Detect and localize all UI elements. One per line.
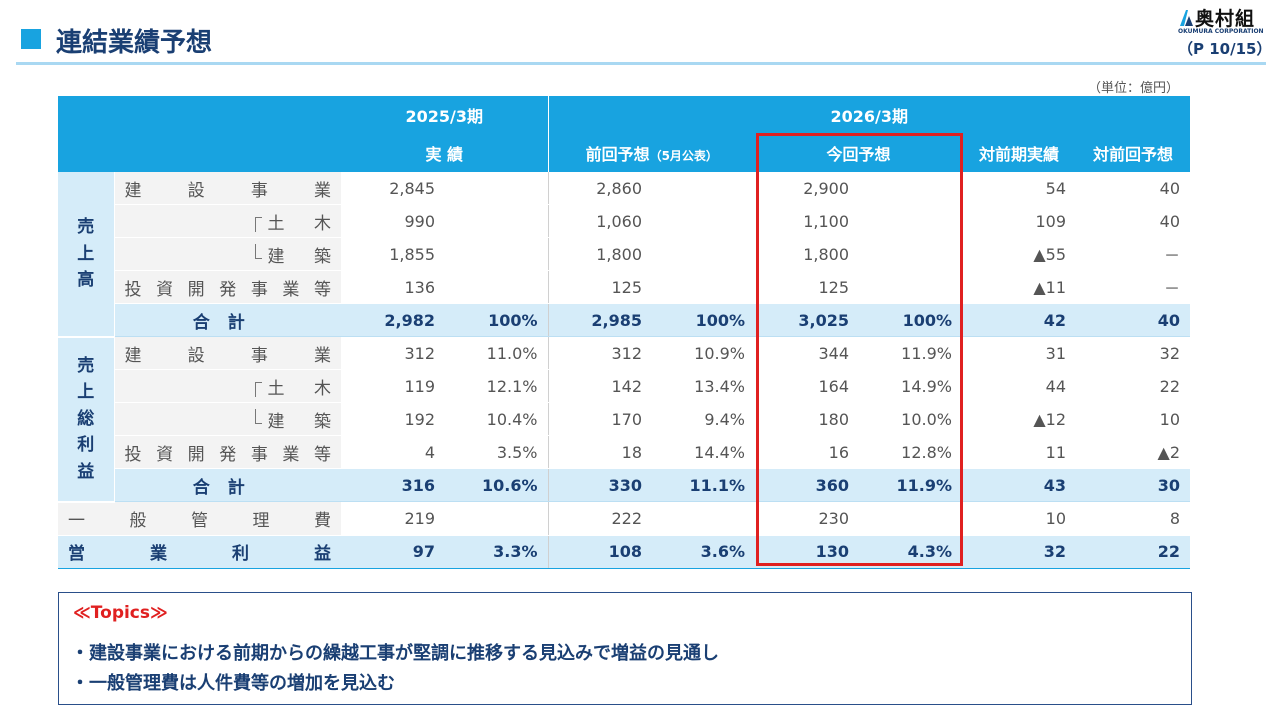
table-row: 建築 1,855 1,800 1,800 ▲55 －: [58, 237, 1190, 271]
row-label-operating-profit: 営業利益: [58, 534, 341, 569]
row-label-civil: 土木: [114, 369, 341, 403]
header-fy2026: 2026/3期: [547, 96, 1190, 134]
group-label-sales: 売 上 高: [58, 172, 115, 338]
header-actual: 実 績: [341, 134, 548, 172]
bracket-icon: [254, 381, 262, 397]
row-label-construction: 建設事業: [114, 336, 341, 370]
header-vs-prior-year: 対前期実績: [962, 134, 1076, 172]
row-label-building: 建築: [114, 237, 341, 271]
row-label-total: 合計: [114, 468, 341, 502]
bracket-icon: [254, 216, 262, 232]
table-row: 売 上 総 利 益 建設事業 312 11.0% 312 10.9% 344 11.9…: [58, 336, 1190, 503]
row-label-civil: 土木: [114, 204, 341, 238]
forecast-table: 2025/3期 2026/3期 実 績 前回予想（5月公表） 今回予想 対前期実…: [58, 96, 1190, 569]
table-row-operating-profit: 営業利益 97 3.3% 108 3.6% 130 4.3% 32 22: [58, 534, 1190, 569]
table-row-total: 合計 2,982 100% 2,985 100% 3,025 100% 42 40: [58, 303, 1190, 337]
table-row: 投資開発事業等 4 3.5% 18 14.4% 16 12.8% 11 ▲2: [58, 435, 1190, 469]
bracket-icon: [254, 408, 262, 424]
title-square-icon: [21, 29, 41, 49]
header-corner: [58, 96, 341, 172]
row-label-construction: 建設事業: [114, 172, 341, 205]
header-vs-previous-forecast: 対前回予想: [1076, 134, 1190, 172]
bracket-icon: [254, 243, 262, 259]
table-row: 土木 119 12.1% 142 13.4% 164 14.9% 44 22: [58, 369, 1190, 403]
table-row: 建築 192 10.4% 170 9.4% 180 10.0% ▲12 10: [58, 402, 1190, 436]
title-divider: [16, 62, 1266, 65]
header-previous-forecast-label: 前回予想: [585, 145, 650, 164]
row-label-building: 建築: [114, 402, 341, 436]
table-row: 土木 990 1,060 1,100 109 40: [58, 204, 1190, 238]
logo-subtext: OKUMURA CORPORATION: [1178, 28, 1264, 35]
company-logo: 奥村組 OKUMURA CORPORATION: [1178, 6, 1266, 40]
header-row-periods: 2025/3期 2026/3期: [58, 96, 1190, 172]
table-row: 売 上 高 建設事業 2,845 2,860 2,900 54 40: [58, 172, 1190, 338]
group-label-gross-profit: 売 上 総 利 益: [58, 336, 115, 503]
row-label-investment: 投資開発事業等: [114, 435, 341, 469]
logo-text: 奥村組: [1195, 8, 1256, 30]
topics-item: ・一般管理費は人件費等の増加を見込む: [71, 673, 395, 694]
header-fy2025: 2025/3期: [341, 96, 548, 134]
table-row: 投資開発事業等 136 125 125 ▲11 －: [58, 270, 1190, 304]
header-previous-forecast-note: （5月公表）: [649, 149, 718, 163]
topics-box: ≪Topics≫ ・建設事業における前期からの繰越工事が堅調に推移する見込みで増…: [58, 592, 1192, 705]
row-label-investment: 投資開発事業等: [114, 270, 341, 304]
table-row-sga: 一般管理費 219 222 230 10 8: [58, 501, 1190, 536]
row-label-sga: 一般管理費: [58, 501, 341, 536]
topics-title: ≪Topics≫: [73, 603, 168, 623]
unit-label: （単位：億円）: [1088, 81, 1180, 96]
logo-mark-icon: [1180, 10, 1193, 26]
row-label-total: 合計: [114, 303, 341, 337]
page-number: （P 10/15）: [1178, 40, 1272, 58]
topics-item: ・建設事業における前期からの繰越工事が堅調に推移する見込みで増益の見通し: [71, 643, 719, 664]
page-title: 連結業績予想: [56, 28, 213, 58]
header-previous-forecast: 前回予想（5月公表）: [547, 134, 755, 172]
header-current-forecast: 今回予想: [755, 134, 962, 172]
table-row-total: 合計 316 10.6% 330 11.1% 360 11.9% 43 30: [58, 468, 1190, 502]
header-row-columns: 実 績 前回予想（5月公表） 今回予想 対前期実績 対前回予想: [58, 134, 1190, 172]
